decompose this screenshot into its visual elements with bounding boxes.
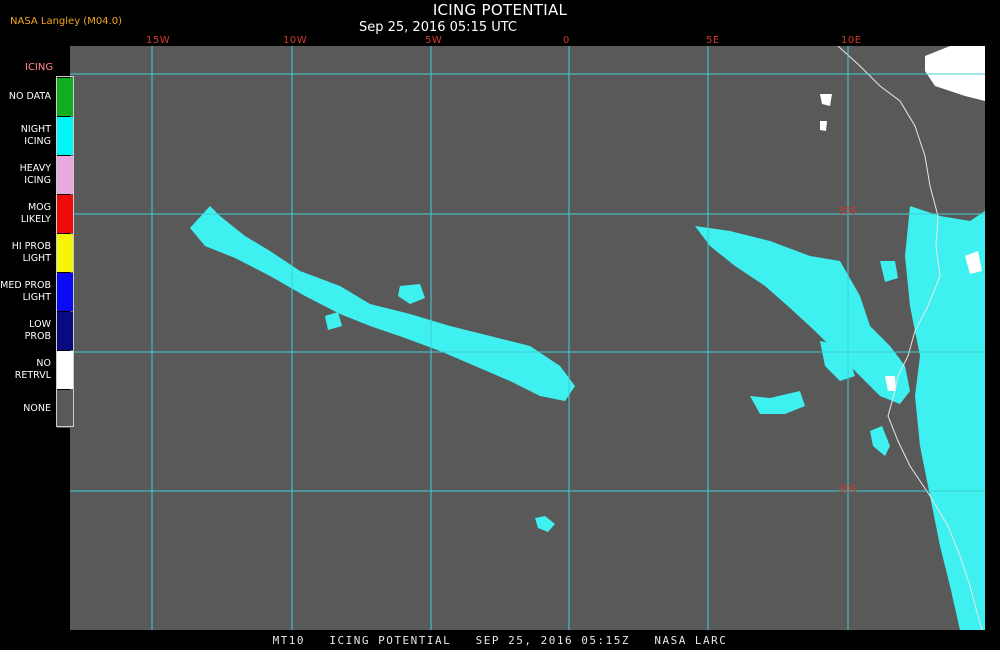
legend-label: NO DATA xyxy=(8,91,51,102)
legend-swatch xyxy=(57,273,74,311)
legend-label: NONE xyxy=(23,403,51,414)
legend-swatch xyxy=(57,78,74,116)
credit-label: NASA Langley (M04.0) xyxy=(10,16,122,27)
legend-swatch xyxy=(57,312,74,350)
icing-map[interactable] xyxy=(70,46,985,630)
lon-label-10e: 10E xyxy=(841,35,862,46)
lon-label-10w: 10W xyxy=(283,35,308,46)
legend-swatch xyxy=(57,117,74,155)
lon-label-0: 0 xyxy=(563,35,570,46)
legend-label: HI PROB LIGHT xyxy=(11,241,51,264)
legend-label: MED PROB LIGHT xyxy=(0,280,51,303)
lat-label-30s: 30S xyxy=(838,484,858,495)
graticule xyxy=(70,46,985,630)
legend-swatch xyxy=(57,234,74,272)
legend-label: HEAVY ICING xyxy=(19,163,51,186)
legend-swatch xyxy=(57,195,74,233)
legend-label: MOG LIKELY xyxy=(20,202,51,225)
lon-label-5w: 5W xyxy=(425,35,443,46)
map-title: ICING POTENTIAL xyxy=(432,1,568,19)
footer-caption: MT10 ICING POTENTIAL SEP 25, 2016 05:15Z… xyxy=(272,634,728,647)
lat-label-35s: 35S xyxy=(838,206,858,217)
lon-label-15w: 15W xyxy=(146,35,171,46)
timestamp-label: Sep 25, 2016 05:15 UTC xyxy=(358,20,518,35)
legend-title: ICING xyxy=(25,62,54,73)
legend-swatch xyxy=(57,156,74,194)
legend: NO DATA NIGHT ICING HEAVY ICING MOG LIKELY HI P… xyxy=(0,76,76,432)
legend-label: LOW PROB xyxy=(24,319,51,342)
lon-label-5e: 5E xyxy=(706,35,720,46)
legend-swatch xyxy=(57,351,74,389)
legend-label: NO RETRVL xyxy=(14,358,51,381)
coastline xyxy=(837,46,983,630)
legend-label: NIGHT ICING xyxy=(20,124,51,147)
legend-swatch xyxy=(57,390,74,428)
